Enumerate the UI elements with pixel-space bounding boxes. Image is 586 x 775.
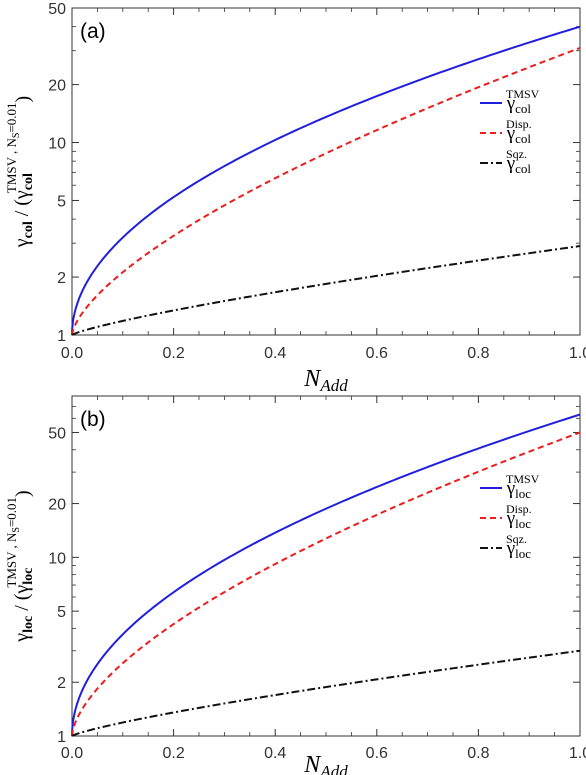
y-tick-label: 2 bbox=[57, 675, 66, 692]
y-tick-label: 10 bbox=[48, 136, 66, 153]
y-tick-label: 5 bbox=[57, 604, 66, 621]
y-tick-label: 20 bbox=[48, 497, 66, 514]
series-line-tmsv bbox=[71, 413, 581, 737]
y-tick-label: 50 bbox=[48, 425, 66, 442]
x-tick-label: 0.0 bbox=[61, 745, 83, 762]
x-tick-label: 1.0 bbox=[569, 745, 586, 762]
plot-frame bbox=[71, 395, 581, 737]
x-axis-label: NAdd bbox=[303, 752, 348, 775]
panel-label: (a) bbox=[80, 20, 106, 43]
y-tick-label: 10 bbox=[48, 550, 66, 567]
x-tick-label: 0.8 bbox=[467, 745, 489, 762]
chart-panel-a: 0.0 0.2 0.4 0.6 0.8 1.0 1 2 5 10 20 50 γcolTMSVγcolD… bbox=[4, 1, 586, 395]
y-tick-label: 1 bbox=[57, 729, 66, 746]
series-line-disp bbox=[71, 47, 581, 336]
series-line-tmsv bbox=[71, 25, 581, 336]
y-tick-label: 20 bbox=[48, 78, 66, 95]
legend-entry: γcolDisp. bbox=[506, 117, 532, 146]
series-line-disp bbox=[71, 431, 581, 737]
series-line-sqz bbox=[71, 245, 581, 336]
legend-entry: γlocDisp. bbox=[506, 502, 532, 531]
y-axis-label: γcol / (γcolTMSV , NS=0.01) bbox=[4, 96, 36, 248]
x-tick-label: 0.6 bbox=[366, 745, 388, 762]
legend-entry: γlocTMSV bbox=[506, 472, 540, 501]
x-tick-label: 0.4 bbox=[264, 745, 286, 762]
x-tick-label: 0.2 bbox=[162, 745, 184, 762]
legend-entry: γlocSqz. bbox=[506, 532, 532, 561]
chart-panel-b: 0.0 0.2 0.4 0.6 0.8 1.0 1 2 5 10 20 50 γlocTMSVγlocD… bbox=[4, 395, 586, 775]
x-tick-label: 0.4 bbox=[264, 345, 286, 362]
x-tick-label: 1.0 bbox=[569, 345, 586, 362]
panel-label: (b) bbox=[80, 408, 106, 431]
y-tick-label: 5 bbox=[57, 193, 66, 210]
x-tick-label: 0.0 bbox=[61, 345, 83, 362]
legend-entry: γcolTMSV bbox=[506, 87, 540, 116]
series-line-sqz bbox=[71, 649, 581, 737]
plot-frame bbox=[71, 7, 581, 336]
y-tick-label: 1 bbox=[57, 328, 66, 345]
x-tick-label: 0.2 bbox=[162, 345, 184, 362]
legend-entry: γcolSqz. bbox=[506, 147, 532, 176]
y-tick-label: 2 bbox=[57, 270, 66, 287]
y-tick-label: 50 bbox=[48, 1, 66, 18]
x-axis-label: NAdd bbox=[303, 366, 348, 395]
x-tick-label: 0.8 bbox=[467, 345, 489, 362]
y-axis-label: γloc / (γlocTMSV , NS=0.01) bbox=[4, 490, 36, 642]
x-tick-label: 0.6 bbox=[366, 345, 388, 362]
